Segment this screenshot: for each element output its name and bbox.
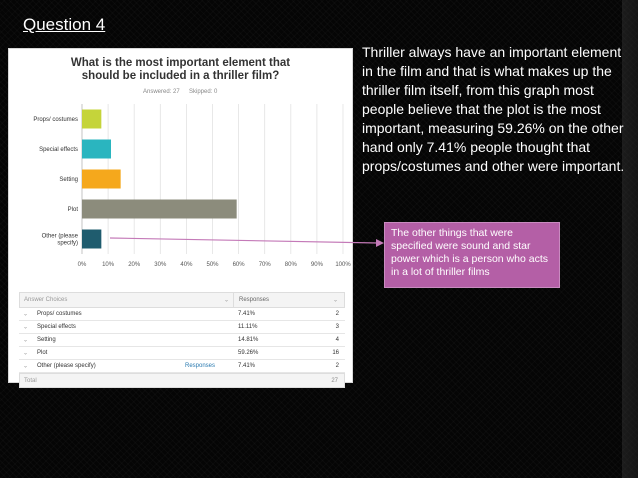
table-row[interactable]: ⌄ Props/ costumes 7.41% 2 [19, 308, 345, 321]
answered-count: Answered: 27 [143, 89, 180, 95]
category-label: specify) [57, 241, 78, 247]
row-count: 4 [335, 337, 339, 343]
x-tick-label: 60% [233, 262, 246, 268]
category-label: Setting [59, 177, 78, 183]
bar-chart: 0% 10% 20% 30% 40% 50% 60% 70% 80% 90% 100% Props/ … [33, 104, 351, 268]
x-tick-label: 30% [154, 262, 167, 268]
x-tick-label: 20% [128, 262, 141, 268]
total-count: 27 [331, 377, 338, 384]
row-count: 3 [335, 324, 339, 330]
bar [82, 229, 102, 249]
table-footer: Total 27 [19, 373, 345, 388]
row-label: Plot [37, 350, 48, 356]
slide-description: Thriller always have an important elemen… [362, 44, 625, 174]
category-label: Special effects [39, 147, 78, 153]
row-label: Props/ costumes [37, 311, 82, 317]
x-tick-label: 10% [102, 262, 115, 268]
x-tick-label: 40% [180, 262, 193, 268]
x-tick-label: 90% [311, 262, 324, 268]
response-table: Answer Choices ⌄ Responses ⌄ ⌄ Props/ cos… [19, 292, 345, 388]
row-count: 2 [335, 363, 339, 369]
chevron-down-icon[interactable]: ⌄ [23, 337, 29, 344]
table-header: Answer Choices ⌄ Responses ⌄ [19, 292, 345, 308]
bar [82, 109, 102, 129]
x-tick-label: 70% [259, 262, 272, 268]
chevron-down-icon[interactable]: ⌄ [23, 324, 29, 331]
responses-header: Responses [239, 297, 270, 303]
slide-title: Question 4 [23, 15, 106, 34]
bar [82, 199, 237, 219]
row-label: Other (please specify) [37, 363, 96, 369]
table-row[interactable]: ⌄ Other (please specify) 7.41% 2 Responses [19, 360, 345, 373]
row-percent: 59.26% [238, 350, 259, 356]
chevron-down-icon[interactable]: ⌄ [23, 311, 29, 318]
survey-panel: What is the most important element that … [8, 48, 353, 388]
row-label: Special effects [37, 324, 76, 330]
skipped-count: Skipped: 0 [189, 89, 218, 95]
x-tick-label: 0% [78, 262, 87, 268]
row-percent: 7.41% [238, 363, 256, 369]
category-label: Plot [68, 207, 79, 213]
x-tick-label: 100% [335, 262, 351, 268]
chevron-down-icon[interactable]: ⌄ [23, 350, 29, 357]
chart-title-text: What is the most important element that … [70, 57, 291, 82]
table-row[interactable]: ⌄ Plot 59.26% 16 [19, 347, 345, 360]
table-row[interactable]: ⌄ Setting 14.81% 4 [19, 334, 345, 347]
x-tick-label: 80% [285, 262, 298, 268]
x-tick-label: 50% [206, 262, 219, 268]
row-count: 2 [335, 311, 339, 317]
table-row[interactable]: ⌄ Special effects 11.11% 3 [19, 321, 345, 334]
bar [82, 139, 111, 159]
responses-link[interactable]: Responses [185, 363, 216, 369]
category-label: Props/ costumes [33, 117, 78, 123]
row-percent: 14.81% [238, 337, 259, 343]
row-label: Setting [37, 337, 56, 343]
row-percent: 11.11% [238, 324, 258, 330]
chevron-down-icon[interactable]: ⌄ [224, 297, 230, 304]
chevron-down-icon[interactable]: ⌄ [332, 297, 338, 304]
chevron-down-icon[interactable]: ⌄ [23, 363, 29, 370]
table-body: ⌄ Props/ costumes 7.41% 2 ⌄ Special effects 11… [19, 308, 345, 373]
category-label: Other (please [42, 234, 79, 240]
answer-choices-header: Answer Choices [24, 297, 68, 303]
note-box: The other things that were specified wer… [384, 222, 560, 288]
total-label: Total [24, 377, 37, 384]
bar [82, 169, 121, 189]
chart-title: What is the most important element that … [9, 57, 352, 83]
row-count: 16 [332, 350, 339, 356]
row-percent: 7.41% [238, 311, 256, 317]
